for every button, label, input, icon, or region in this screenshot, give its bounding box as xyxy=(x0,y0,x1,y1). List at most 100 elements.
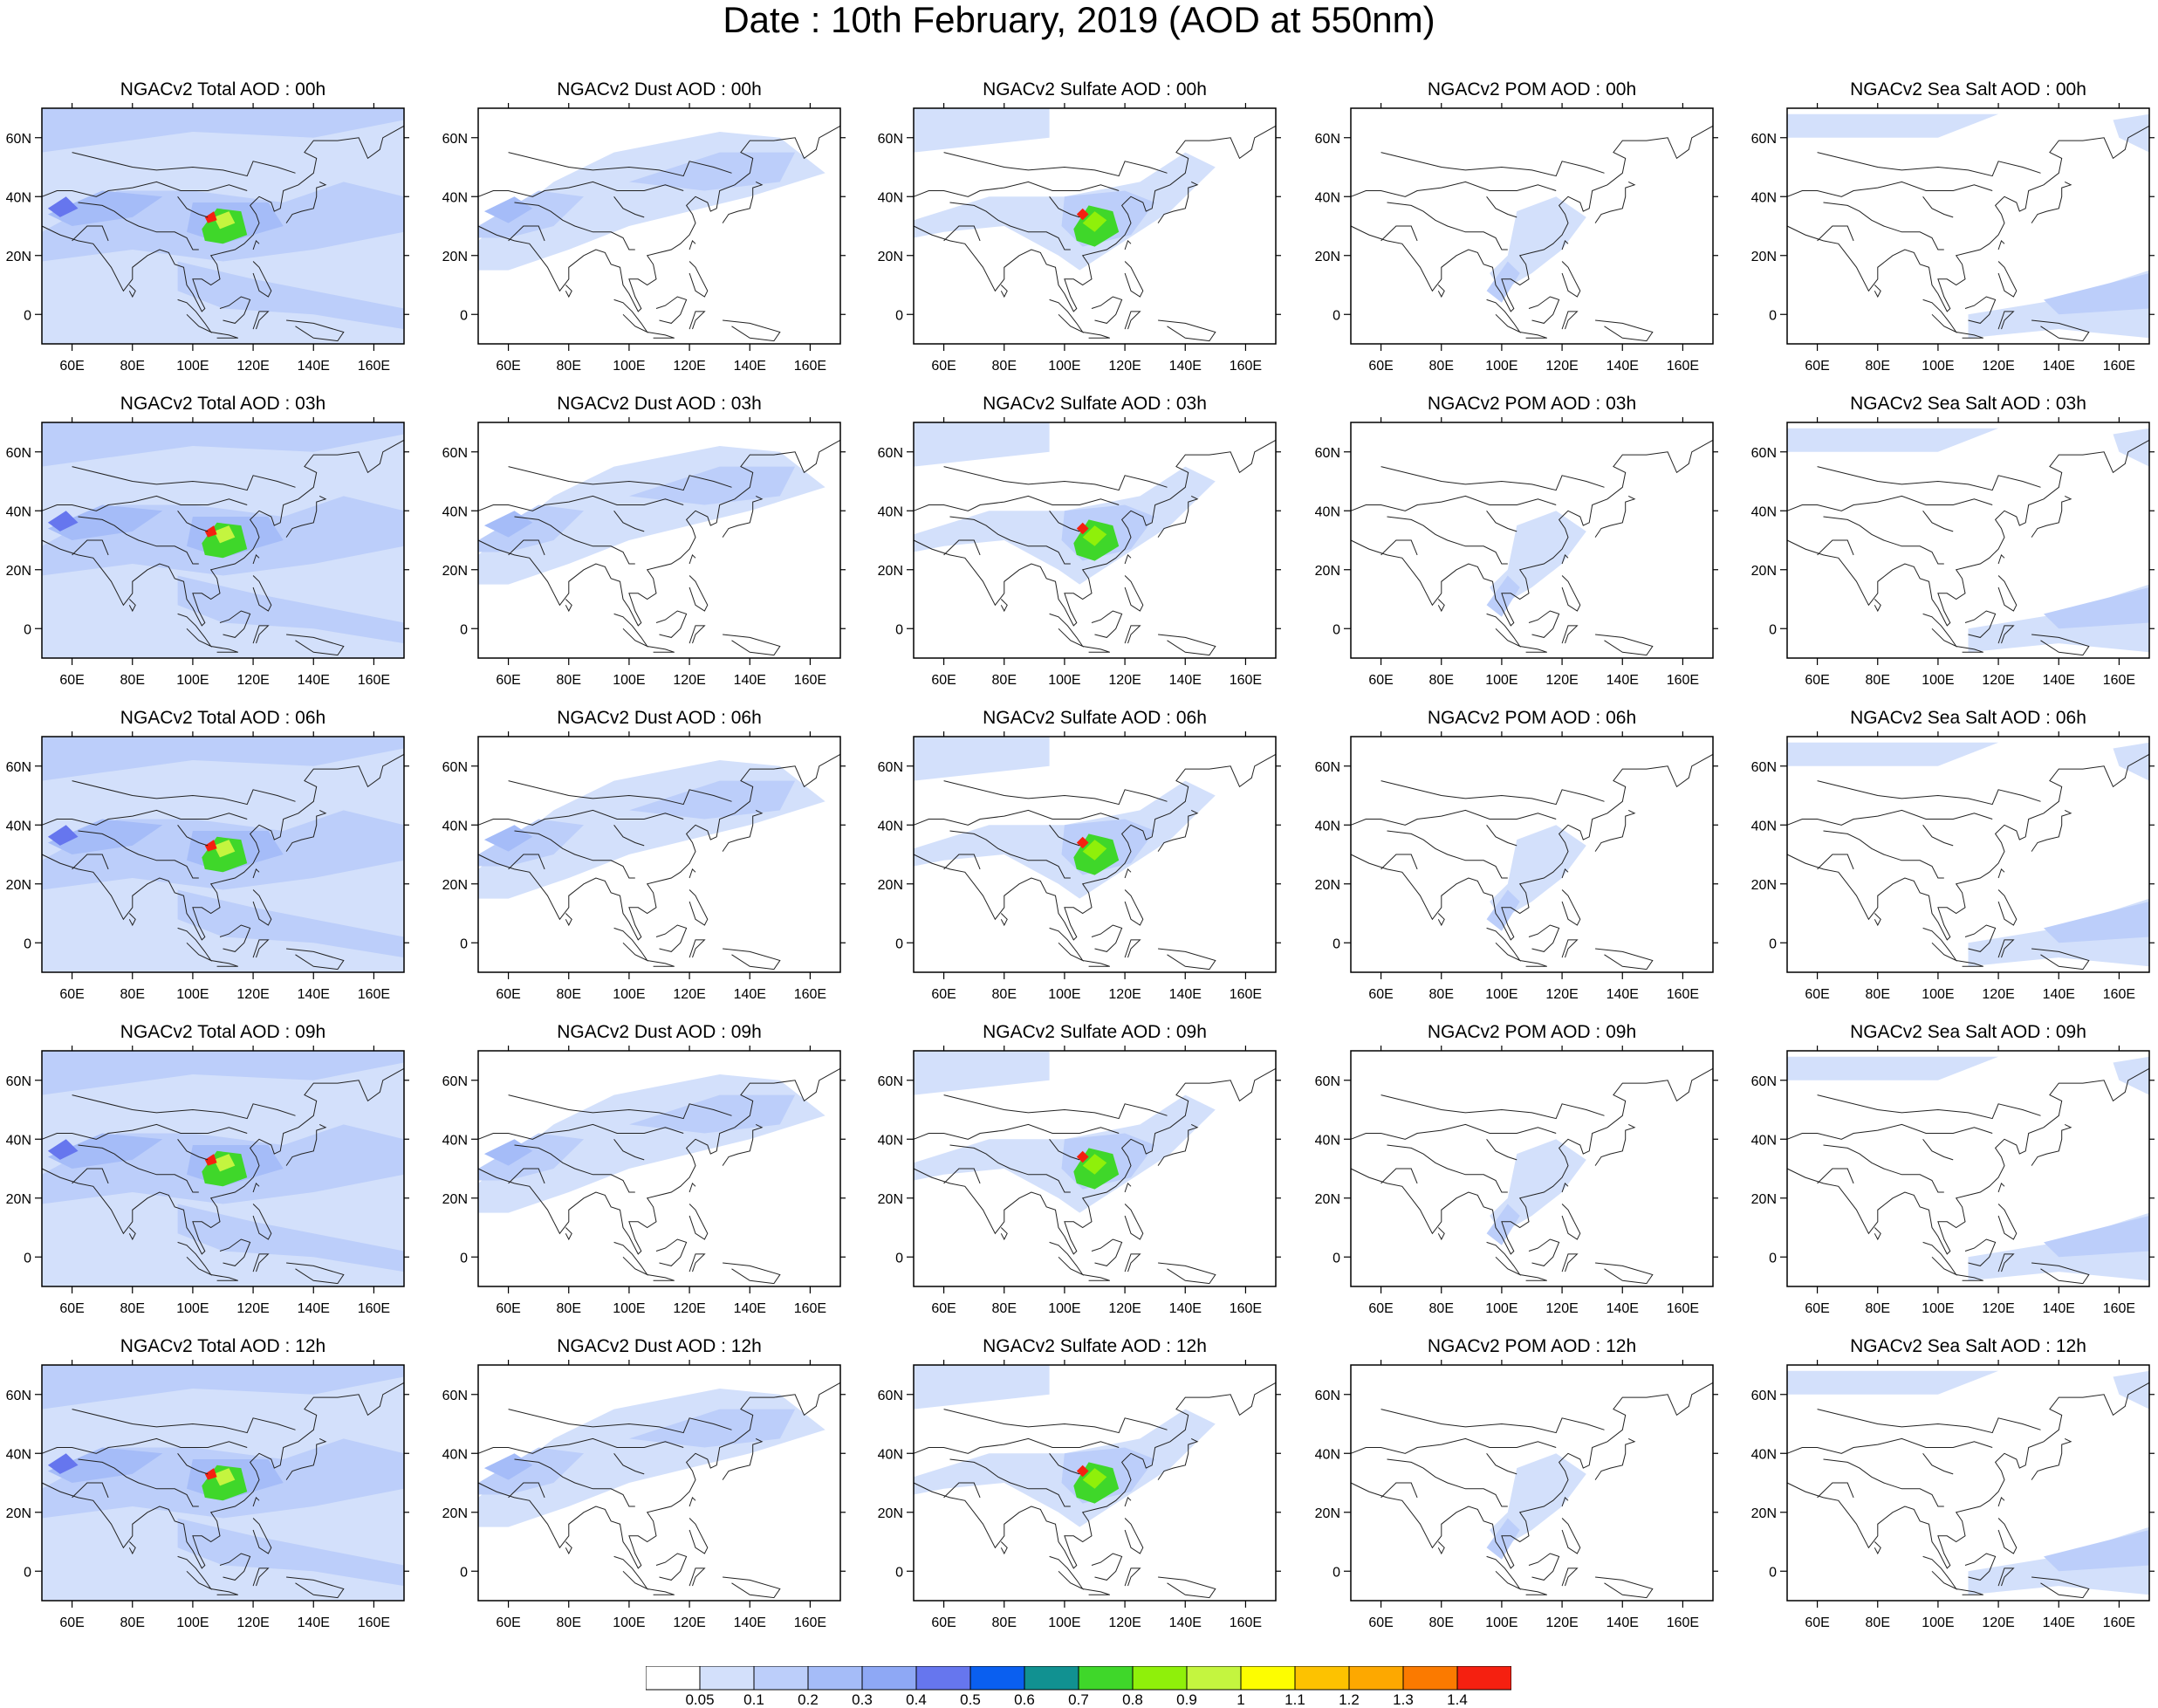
coastline xyxy=(210,332,238,339)
coastline xyxy=(508,1094,732,1120)
aod-contour-region xyxy=(2044,1216,2149,1258)
coastline xyxy=(565,1541,572,1555)
lon-tick-label: 160E xyxy=(358,1615,390,1630)
coastline xyxy=(722,809,764,852)
coastline xyxy=(689,1204,709,1240)
lon-tick-label: 120E xyxy=(1982,673,2014,688)
coastline xyxy=(913,439,1277,627)
coastline xyxy=(1561,1253,1579,1272)
map-panel: NGACv2 Sea Salt AOD : 12h 60E 80E 100E 120E 1… xyxy=(1751,1336,2158,1646)
aod-contour-region xyxy=(914,1051,1050,1095)
lon-tick-label: 120E xyxy=(673,1301,705,1316)
lat-tick-label: 40N xyxy=(878,1133,903,1148)
lat-tick-label: 60N xyxy=(442,760,468,775)
coastline xyxy=(1561,1182,1569,1193)
coastline xyxy=(1922,613,1958,648)
coastline xyxy=(1124,1204,1144,1240)
coastline xyxy=(949,516,1071,565)
coastline xyxy=(1124,575,1144,612)
aod-contour-region xyxy=(2113,1370,2149,1410)
coastline xyxy=(285,181,327,223)
coastline xyxy=(689,1518,709,1554)
lat-tick-label: 40N xyxy=(878,190,903,205)
coastline xyxy=(689,239,696,250)
coastline xyxy=(1922,1555,1958,1590)
aod-field xyxy=(914,422,1216,585)
coastline xyxy=(689,575,709,612)
coastline xyxy=(1519,646,1547,653)
lon-tick-label: 60E xyxy=(1368,1301,1393,1316)
coastline xyxy=(41,1123,248,1140)
lon-tick-label: 120E xyxy=(673,1615,705,1630)
coastline xyxy=(2031,1123,2072,1166)
lon-tick-label: 120E xyxy=(1545,1615,1578,1630)
coastline xyxy=(477,1382,841,1569)
colorbar-swatch xyxy=(1402,1666,1458,1691)
coastline xyxy=(1486,1555,1522,1590)
aod-field xyxy=(1486,511,1586,617)
lon-tick-label: 100E xyxy=(1048,359,1080,374)
map-panel: NGACv2 Sea Salt AOD : 06h 60E 80E 100E 120E 1… xyxy=(1751,708,2158,1018)
coastline xyxy=(72,539,109,556)
lon-tick-label: 120E xyxy=(673,359,705,374)
aod-map: 60E 80E 100E 120E 140E 160E 60N 40N 20N 0 xyxy=(1751,731,2155,1002)
figure-title: Date : 10th February, 2019 (AOD at 550nm… xyxy=(723,0,1435,40)
coastline xyxy=(689,1182,696,1193)
lat-tick-label: 60N xyxy=(442,1389,468,1403)
coastline xyxy=(252,239,260,250)
coastline xyxy=(41,1437,248,1454)
aod-contour-region xyxy=(47,196,79,217)
coastline xyxy=(514,202,635,250)
coastline xyxy=(1786,1123,1993,1140)
coastline xyxy=(1997,889,2018,926)
coastline xyxy=(1519,1274,1547,1281)
coastline xyxy=(1595,634,1654,656)
aod-map: 60E 80E 100E 120E 140E 160E 60N 40N 20N 0 xyxy=(6,731,409,1002)
panel-title: NGACv2 POM AOD : 06h xyxy=(1427,708,1637,728)
panel-title: NGACv2 Total AOD : 09h xyxy=(120,1022,326,1042)
coastline xyxy=(1964,1553,1997,1581)
aod-map: 60E 80E 100E 120E 140E 160E 60N 40N 20N 0 xyxy=(878,1046,1281,1316)
coastlines xyxy=(41,1067,405,1285)
coastlines xyxy=(913,125,1277,342)
lat-tick-label: 40N xyxy=(1751,819,1777,833)
coastline xyxy=(508,539,545,556)
lon-tick-label: 60E xyxy=(1368,359,1393,374)
lon-tick-label: 120E xyxy=(673,987,705,1002)
coastline xyxy=(219,1553,251,1581)
aod-contour-region xyxy=(47,1133,163,1169)
coastline xyxy=(943,539,981,556)
coastline xyxy=(1786,1382,2150,1569)
lat-tick-label: 0 xyxy=(1332,1565,1340,1580)
colorbar-label: 1.2 xyxy=(1339,1691,1360,1708)
coastline xyxy=(565,285,572,298)
coastline xyxy=(1817,854,1854,870)
coastline xyxy=(1561,1567,1579,1587)
coastline xyxy=(613,613,649,648)
coastline xyxy=(72,152,296,177)
coastline xyxy=(2031,1576,2090,1599)
lat-tick-label: 40N xyxy=(878,504,903,519)
coastline xyxy=(41,125,405,312)
lon-tick-label: 160E xyxy=(1230,673,1262,688)
lat-tick-label: 0 xyxy=(24,622,31,637)
coastline xyxy=(177,1241,213,1276)
coastline xyxy=(1082,332,1110,339)
map-frame xyxy=(41,422,405,659)
lon-tick-label: 160E xyxy=(358,1301,390,1316)
coastline xyxy=(613,927,649,962)
coastline xyxy=(1561,889,1581,926)
lon-tick-label: 120E xyxy=(236,1301,269,1316)
lat-tick-label: 60N xyxy=(878,1074,903,1089)
coastline xyxy=(177,1452,209,1475)
coastline xyxy=(1528,1553,1560,1581)
coastline xyxy=(41,495,248,511)
coastlines xyxy=(913,753,1277,971)
lon-tick-label: 100E xyxy=(1048,1301,1080,1316)
lon-tick-label: 80E xyxy=(1866,673,1890,688)
lon-tick-label: 80E xyxy=(1866,1615,1890,1630)
coastline xyxy=(41,181,248,197)
coastline xyxy=(1350,1123,1557,1140)
coastline xyxy=(1964,924,1997,952)
coastline xyxy=(1595,319,1654,342)
